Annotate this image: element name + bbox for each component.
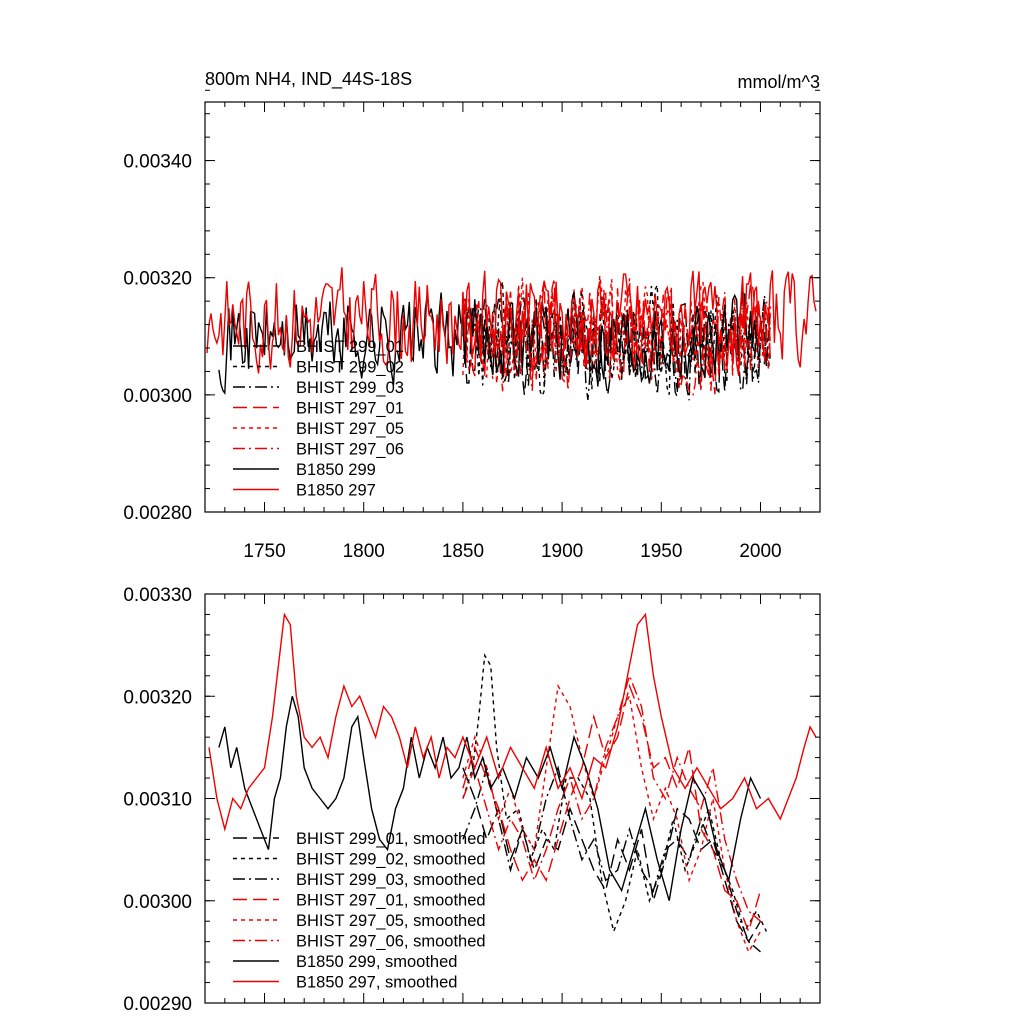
top-plot: 1750 1800 1850 1900 1950 2000 0.00280 0.00300 0.…	[123, 89, 821, 562]
top-chart-title: 800m NH4, IND_44S-18S	[205, 69, 412, 90]
legend-label: BHIST 297_06, smoothed	[296, 933, 486, 951]
y-tick-label: 0.00310	[123, 790, 192, 811]
y-tick-label: 0.00300	[123, 892, 192, 913]
x-tick-label: 1800	[343, 541, 385, 562]
top-chart-units: mmol/m^3	[738, 72, 820, 92]
x-tick-label: 1950	[640, 541, 682, 562]
legend-label: BHIST 297_01, smoothed	[296, 892, 486, 910]
series-line-bottom-1	[462, 653, 768, 934]
y-tick-label: 0.00280	[123, 503, 192, 524]
legend-label: BHIST 297_05	[296, 420, 404, 438]
series-line-bottom-3	[462, 683, 762, 934]
series-line-top-4	[462, 275, 772, 382]
series-line-bottom-2	[462, 765, 761, 953]
x-tick-label: 1750	[243, 541, 285, 562]
legend-label: B1850 297, smoothed	[296, 974, 457, 992]
x-tick-label: 1900	[541, 541, 583, 562]
series-line-bottom-5	[462, 673, 761, 922]
bottom-plot: 0.00290 0.00300 0.00310 0.00320 0.00330 BHIST…	[123, 585, 821, 1015]
legend-label: B1850 297	[296, 482, 376, 500]
x-tick-label: 1850	[442, 541, 484, 562]
y-tick-label: 0.00340	[123, 152, 192, 173]
legend-label: BHIST 297_05, smoothed	[296, 912, 486, 930]
series-line-bottom-6	[218, 696, 762, 901]
y-tick-label: 0.00300	[123, 386, 192, 407]
legend-label: BHIST 299_01	[296, 338, 404, 356]
legend-label: BHIST 299_02, smoothed	[296, 851, 486, 869]
series-line-bottom-7	[208, 612, 817, 832]
legend-label: BHIST 299_02	[296, 359, 404, 377]
legend-label: BHIST 297_06	[296, 441, 404, 459]
legend-label: B1850 299, smoothed	[296, 953, 457, 971]
y-tick-label: 0.00320	[123, 687, 192, 708]
series-line-top-7	[206, 267, 817, 377]
legend-label: BHIST 299_03	[296, 379, 404, 397]
legend-label: B1850 299	[296, 461, 376, 479]
x-tick-label: 2000	[739, 541, 781, 562]
y-tick-label: 0.00320	[123, 269, 192, 290]
y-tick-label: 0.00330	[123, 585, 192, 606]
plot-frame	[204, 101, 821, 513]
legend-label: BHIST 299_03, smoothed	[296, 871, 486, 889]
series-line-bottom-0	[462, 767, 762, 943]
y-tick-label: 0.00290	[123, 994, 192, 1015]
legend-label: BHIST 297_01	[296, 400, 404, 418]
legend-label: BHIST 299_01, smoothed	[296, 830, 486, 848]
series-line-top-6	[218, 291, 762, 396]
